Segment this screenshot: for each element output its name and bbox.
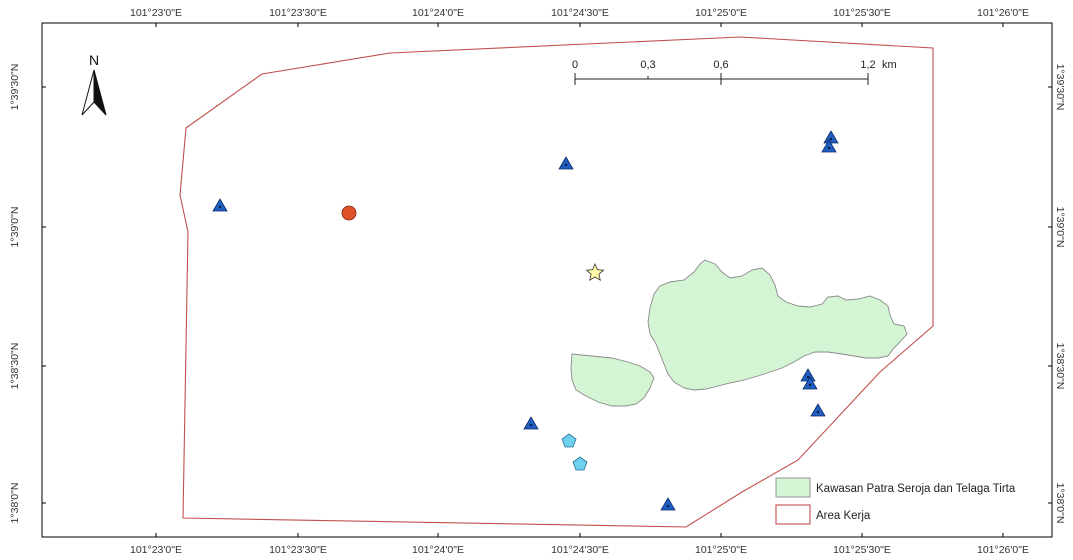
right-axis: 1°39'30"N 1°39'0"N 1°38'30"N 1°38'0"N	[1054, 64, 1066, 524]
north-arrow-icon	[93, 69, 107, 116]
kawasan-polygon-main	[647, 259, 908, 391]
right-tick-label: 1°39'30"N	[1054, 64, 1066, 111]
triangle-marker	[810, 403, 826, 417]
legend-swatch-area-kerja	[775, 504, 811, 525]
triangle-marker	[660, 497, 676, 511]
left-tick-label: 1°39'0"N	[9, 207, 21, 248]
bottom-tick-label: 101°25'0"E	[695, 544, 747, 556]
left-axis: 1°39'30"N 1°39'0"N 1°38'30"N 1°38'0"N	[9, 64, 21, 524]
area-kerja-boundary	[179, 36, 934, 528]
top-tick-label: 101°24'0"E	[412, 7, 464, 19]
scale-bar: 0 0,3 0,6 1,2 km	[572, 59, 897, 85]
legend: Kawasan Patra Seroja dan Telaga Tirta Ar…	[775, 477, 1016, 525]
bottom-tick-label: 101°23'0"E	[130, 544, 182, 556]
left-tick-label: 1°38'0"N	[9, 483, 21, 524]
right-tick-label: 1°39'0"N	[1054, 207, 1066, 248]
circle-marker	[341, 205, 357, 221]
legend-label-kawasan: Kawasan Patra Seroja dan Telaga Tirta	[816, 483, 1016, 495]
bottom-tick-label: 101°24'30"E	[551, 544, 609, 556]
scale-label: 0,3	[640, 59, 655, 71]
map-frame	[41, 22, 1053, 538]
top-tick-label: 101°24'30"E	[551, 7, 609, 19]
triangle-marker	[523, 416, 539, 430]
right-tick-label: 1°38'30"N	[1054, 343, 1066, 390]
top-tick-label: 101°23'30"E	[269, 7, 327, 19]
legend-swatch-kawasan	[775, 477, 811, 498]
scale-unit: km	[882, 59, 897, 71]
kawasan-polygon-small	[570, 353, 655, 407]
axis-ticks	[42, 23, 1052, 537]
north-arrow: N	[81, 52, 107, 116]
star-marker	[585, 262, 605, 282]
scale-label: 0	[572, 59, 578, 71]
bottom-tick-label: 101°24'0"E	[412, 544, 464, 556]
right-tick-label: 1°38'0"N	[1054, 483, 1066, 524]
top-tick-label: 101°26'0"E	[977, 7, 1029, 19]
top-tick-label: 101°25'30"E	[833, 7, 891, 19]
pentagon-marker	[572, 456, 588, 471]
triangle-marker	[212, 198, 228, 212]
legend-label-area-kerja: Area Kerja	[816, 510, 871, 522]
triangle-marker	[558, 156, 574, 170]
pentagon-marker	[561, 433, 577, 448]
triangle-marker	[802, 376, 818, 390]
bottom-tick-label: 101°25'30"E	[833, 544, 891, 556]
left-tick-label: 1°39'30"N	[9, 64, 21, 111]
scale-label: 0,6	[713, 59, 728, 71]
scale-label: 1,2	[860, 59, 875, 71]
north-label: N	[89, 52, 99, 68]
triangle-marker	[821, 139, 837, 153]
top-axis: 101°23'0"E 101°23'30"E 101°24'0"E 101°24…	[130, 7, 1029, 19]
top-tick-label: 101°25'0"E	[695, 7, 747, 19]
bottom-tick-label: 101°26'0"E	[977, 544, 1029, 556]
top-tick-label: 101°23'0"E	[130, 7, 182, 19]
bottom-tick-label: 101°23'30"E	[269, 544, 327, 556]
bottom-axis: 101°23'0"E 101°23'30"E 101°24'0"E 101°24…	[130, 544, 1029, 556]
left-tick-label: 1°38'30"N	[9, 343, 21, 390]
point-symbols	[212, 130, 839, 511]
